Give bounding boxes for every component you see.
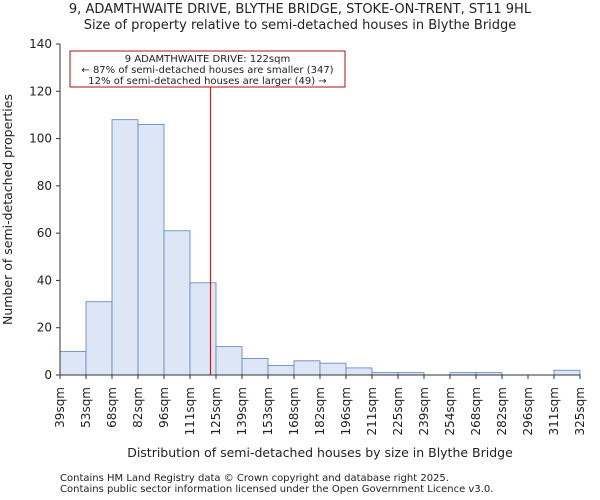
x-tick-label-96sqm: 96sqm xyxy=(157,387,171,428)
y-tick-label-40: 40 xyxy=(37,273,52,287)
x-tick-label-296sqm: 296sqm xyxy=(521,387,535,435)
x-tick-label-311sqm: 311sqm xyxy=(547,387,561,435)
bar-125sqm xyxy=(215,346,243,376)
bar-111sqm xyxy=(189,282,217,376)
chart-title-block: 9, ADAMTHWAITE DRIVE, BLYTHE BRIDGE, STO… xyxy=(0,2,600,34)
x-tick-label-53sqm: 53sqm xyxy=(79,387,93,428)
x-tick-label-111sqm: 111sqm xyxy=(183,387,197,435)
chart-subtitle: Size of property relative to semi-detach… xyxy=(83,18,517,33)
x-tick-label-211sqm: 211sqm xyxy=(365,387,379,435)
y-tick-label-140: 140 xyxy=(29,37,52,51)
x-tick-label-254sqm: 254sqm xyxy=(443,387,457,435)
x-tick-label-282sqm: 282sqm xyxy=(495,387,509,435)
x-tick-label-39sqm: 39sqm xyxy=(53,387,67,428)
bar-311sqm xyxy=(553,369,581,376)
chart-title: 9, ADAMTHWAITE DRIVE, BLYTHE BRIDGE, STO… xyxy=(68,2,532,17)
x-tick-label-168sqm: 168sqm xyxy=(287,387,301,435)
bar-153sqm xyxy=(267,365,295,376)
bar-82sqm xyxy=(137,123,165,376)
annotation-line-3: 12% of semi-detached houses are larger (… xyxy=(88,76,326,87)
bar-139sqm xyxy=(241,358,269,376)
annotation-line-2: ← 87% of semi-detached houses are smalle… xyxy=(81,65,333,76)
x-tick-label-153sqm: 153sqm xyxy=(261,387,275,435)
bar-168sqm xyxy=(293,360,321,376)
y-tick-label-60: 60 xyxy=(37,226,52,240)
x-tick-label-68sqm: 68sqm xyxy=(105,387,119,428)
y-tick-label-0: 0 xyxy=(44,368,52,382)
x-axis-label: Distribution of semi-detached houses by … xyxy=(127,445,513,460)
y-tick-label-20: 20 xyxy=(37,321,52,335)
x-tick-label-325sqm: 325sqm xyxy=(573,387,587,435)
footer-line-2: Contains public sector information licen… xyxy=(60,484,494,495)
x-tick-label-225sqm: 225sqm xyxy=(391,387,405,435)
y-tick-label-100: 100 xyxy=(29,132,52,146)
y-tick-label-80: 80 xyxy=(37,179,52,193)
bar-53sqm xyxy=(85,301,113,376)
bar-96sqm xyxy=(163,230,191,376)
y-axis-label: Number of semi-detached properties xyxy=(0,94,15,325)
x-tick-label-239sqm: 239sqm xyxy=(417,387,431,435)
y-tick-label-120: 120 xyxy=(29,84,52,98)
x-tick-label-139sqm: 139sqm xyxy=(235,387,249,435)
x-tick-label-196sqm: 196sqm xyxy=(339,387,353,435)
bar-196sqm xyxy=(345,367,373,376)
footer-line-1: Contains HM Land Registry data © Crown c… xyxy=(60,473,449,484)
bar-182sqm xyxy=(319,362,347,376)
footer: Contains HM Land Registry data © Crown c… xyxy=(60,473,493,495)
bar-39sqm xyxy=(59,350,87,376)
annotation-box xyxy=(69,50,346,88)
x-tick-label-268sqm: 268sqm xyxy=(469,387,483,435)
x-tick-label-82sqm: 82sqm xyxy=(131,387,145,428)
x-tick-label-125sqm: 125sqm xyxy=(209,387,223,435)
bar-68sqm xyxy=(111,119,139,376)
annotation-line-1: 9 ADAMTHWAITE DRIVE: 122sqm xyxy=(125,54,290,65)
x-tick-label-182sqm: 182sqm xyxy=(313,387,327,435)
